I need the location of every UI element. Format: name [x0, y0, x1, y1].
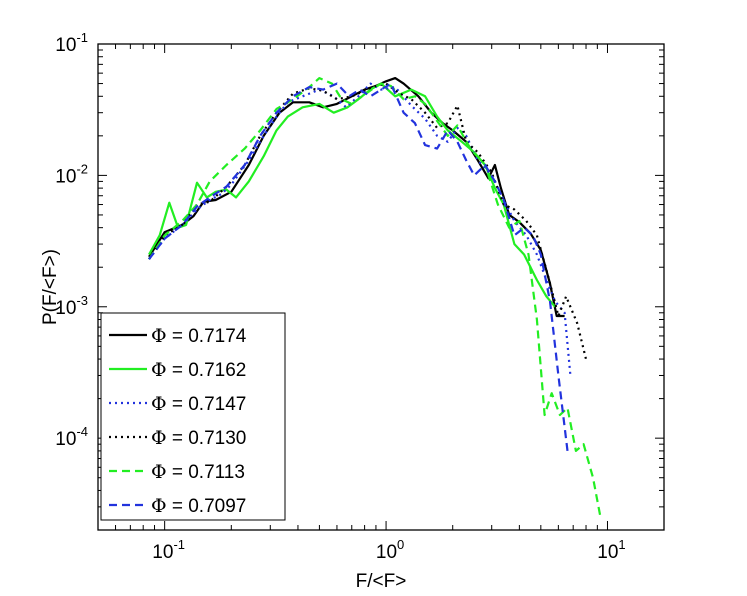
series-line-6 — [148, 82, 569, 452]
y-tick-label: 10-3 — [55, 293, 88, 319]
series-line-5 — [148, 77, 602, 518]
legend: Φ = 0.7174 Φ = 0.7162 Φ = 0.7147 Φ = 0.7130… — [100, 312, 286, 521]
series-line-3 — [148, 82, 572, 376]
legend-entry: Φ = 0.7130 — [109, 427, 246, 449]
x-tick-label: 101 — [597, 537, 625, 563]
legend-box — [100, 312, 286, 521]
series-line-2 — [148, 82, 556, 308]
x-axis-label: F/<F> — [356, 571, 407, 592]
tick-labels-layer: 10-1 100 101 10-4 10-3 10-2 10-1 — [55, 30, 625, 563]
x-tick-label: 10-1 — [152, 537, 185, 563]
legend-entry: Φ = 0.7174 — [109, 325, 247, 347]
y-tick-label: 10-1 — [55, 30, 88, 56]
legend-label: Φ = 0.7174 — [151, 325, 247, 347]
legend-entry: Φ = 0.7113 — [109, 461, 245, 483]
y-axis-label: P(F/<F>) — [40, 249, 61, 325]
legend-label: Φ = 0.7113 — [151, 461, 245, 483]
ticks-layer — [97, 43, 664, 531]
series-layer — [148, 77, 602, 518]
plot-area — [148, 77, 602, 518]
x-tick-label: 100 — [376, 537, 404, 563]
legend-label: Φ = 0.7097 — [151, 495, 246, 517]
legend-label: Φ = 0.7162 — [151, 359, 246, 381]
legend-label: Φ = 0.7130 — [151, 427, 246, 449]
plot-frame — [97, 43, 665, 531]
y-tick-label: 10-4 — [55, 424, 88, 450]
legend-label: Φ = 0.7147 — [151, 393, 246, 415]
legend-items: Φ = 0.7174 Φ = 0.7162 Φ = 0.7147 Φ = 0.7130… — [109, 325, 247, 517]
y-tick-label: 10-2 — [55, 161, 88, 187]
legend-entry: Φ = 0.7147 — [109, 393, 246, 415]
legend-entry: Φ = 0.7097 — [109, 495, 246, 517]
legend-entry: Φ = 0.7162 — [109, 359, 246, 381]
series-line-1 — [148, 77, 565, 318]
